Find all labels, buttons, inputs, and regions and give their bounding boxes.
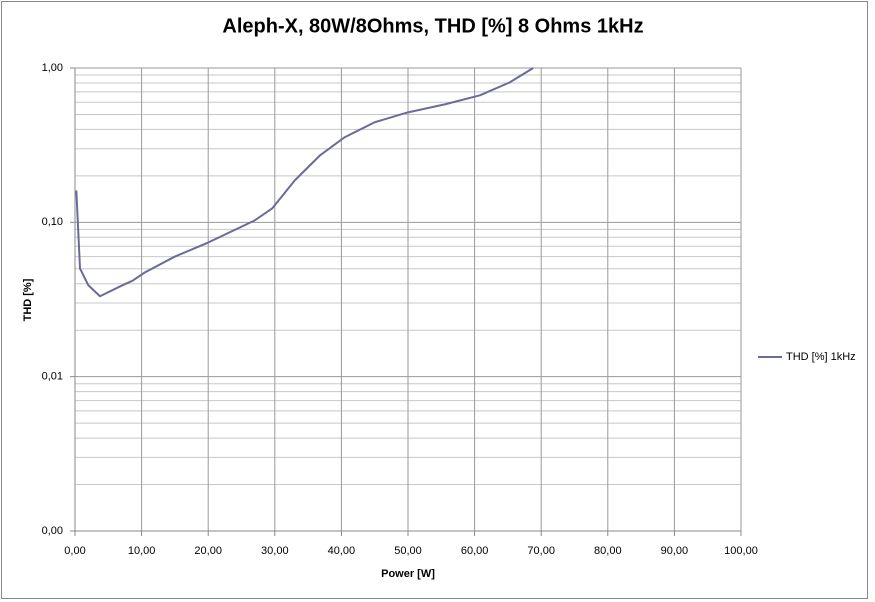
x-tick-label: 50,00 xyxy=(394,545,422,557)
y-tick-label: 0,01 xyxy=(42,371,63,383)
x-tick-label: 30,00 xyxy=(261,545,289,557)
x-tick-label: 60,00 xyxy=(461,545,489,557)
legend-label: THD [%] 1kHz xyxy=(786,351,856,363)
x-tick-label: 0,00 xyxy=(64,545,85,557)
x-tick-label: 70,00 xyxy=(527,545,555,557)
x-tick-label: 80,00 xyxy=(594,545,622,557)
y-tick-label: 0,10 xyxy=(42,216,63,228)
x-tick-label: 20,00 xyxy=(194,545,222,557)
y-axis-label: THD [%] xyxy=(22,278,34,321)
chart-title: Aleph-X, 80W/8Ohms, THD [%] 8 Ohms 1kHz xyxy=(222,15,643,37)
x-tick-label: 10,00 xyxy=(128,545,156,557)
y-tick-label: 0,00 xyxy=(42,525,63,537)
data-line xyxy=(75,67,534,298)
y-tick-label: 1,00 xyxy=(42,62,63,74)
x-tick-label: 100,00 xyxy=(724,545,758,557)
x-tick-label: 40,00 xyxy=(328,545,356,557)
x-tick-label: 90,00 xyxy=(661,545,689,557)
x-axis-label: Power [W] xyxy=(381,568,435,580)
